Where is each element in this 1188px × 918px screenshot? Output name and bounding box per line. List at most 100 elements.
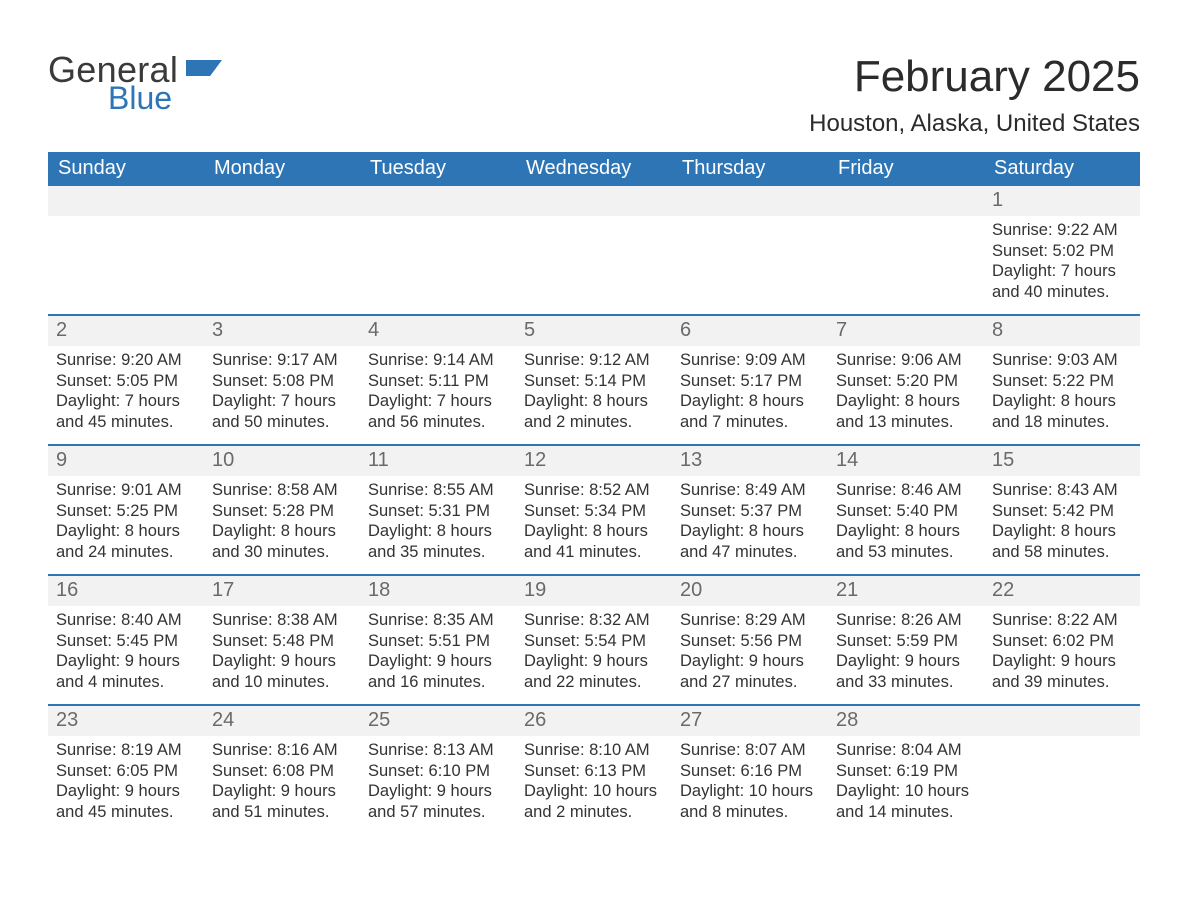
day-number	[360, 186, 516, 216]
day-details: Sunrise: 9:22 AMSunset: 5:02 PMDaylight:…	[992, 220, 1132, 303]
day-cell: 22Sunrise: 8:22 AMSunset: 6:02 PMDayligh…	[984, 576, 1140, 704]
sunset-line: Sunset: 5:08 PM	[212, 371, 352, 392]
weekday-cell: Sunday	[48, 152, 204, 186]
daylight-line: Daylight: 7 hours and 56 minutes.	[368, 391, 508, 432]
day-number: 2	[48, 316, 204, 346]
daylight-line: Daylight: 8 hours and 58 minutes.	[992, 521, 1132, 562]
sunset-line: Sunset: 6:16 PM	[680, 761, 820, 782]
day-number: 15	[984, 446, 1140, 476]
daylight-line: Daylight: 9 hours and 4 minutes.	[56, 651, 196, 692]
month-title: February 2025	[809, 52, 1140, 102]
day-number	[516, 186, 672, 216]
sunrise-line: Sunrise: 8:32 AM	[524, 610, 664, 631]
day-details: Sunrise: 8:43 AMSunset: 5:42 PMDaylight:…	[992, 480, 1132, 563]
day-details: Sunrise: 8:35 AMSunset: 5:51 PMDaylight:…	[368, 610, 508, 693]
sunrise-line: Sunrise: 8:55 AM	[368, 480, 508, 501]
title-block: February 2025 Houston, Alaska, United St…	[809, 52, 1140, 138]
day-number: 22	[984, 576, 1140, 606]
day-cell: 21Sunrise: 8:26 AMSunset: 5:59 PMDayligh…	[828, 576, 984, 704]
sunset-line: Sunset: 5:20 PM	[836, 371, 976, 392]
day-cell: 10Sunrise: 8:58 AMSunset: 5:28 PMDayligh…	[204, 446, 360, 574]
sunset-line: Sunset: 5:51 PM	[368, 631, 508, 652]
day-cell: 6 Sunrise: 9:09 AMSunset: 5:17 PMDaylight…	[672, 316, 828, 444]
day-number: 6	[672, 316, 828, 346]
sunset-line: Sunset: 5:17 PM	[680, 371, 820, 392]
sunset-line: Sunset: 6:05 PM	[56, 761, 196, 782]
day-details: Sunrise: 8:16 AMSunset: 6:08 PMDaylight:…	[212, 740, 352, 823]
day-number: 11	[360, 446, 516, 476]
week-row: 23Sunrise: 8:19 AMSunset: 6:05 PMDayligh…	[48, 704, 1140, 834]
weekday-row: SundayMondayTuesdayWednesdayThursdayFrid…	[48, 152, 1140, 186]
sunset-line: Sunset: 5:42 PM	[992, 501, 1132, 522]
daylight-line: Daylight: 9 hours and 10 minutes.	[212, 651, 352, 692]
weekday-cell: Tuesday	[360, 152, 516, 186]
weekday-cell: Wednesday	[516, 152, 672, 186]
sunrise-line: Sunrise: 8:40 AM	[56, 610, 196, 631]
daylight-line: Daylight: 9 hours and 16 minutes.	[368, 651, 508, 692]
daylight-line: Daylight: 9 hours and 22 minutes.	[524, 651, 664, 692]
weekday-cell: Friday	[828, 152, 984, 186]
day-cell: 9 Sunrise: 9:01 AMSunset: 5:25 PMDaylight…	[48, 446, 204, 574]
daylight-line: Daylight: 8 hours and 2 minutes.	[524, 391, 664, 432]
sunset-line: Sunset: 5:02 PM	[992, 241, 1132, 262]
week-row: 16Sunrise: 8:40 AMSunset: 5:45 PMDayligh…	[48, 574, 1140, 704]
daylight-line: Daylight: 8 hours and 24 minutes.	[56, 521, 196, 562]
day-details: Sunrise: 8:49 AMSunset: 5:37 PMDaylight:…	[680, 480, 820, 563]
day-cell: 19Sunrise: 8:32 AMSunset: 5:54 PMDayligh…	[516, 576, 672, 704]
sunrise-line: Sunrise: 9:01 AM	[56, 480, 196, 501]
sunset-line: Sunset: 5:34 PM	[524, 501, 664, 522]
day-cell: 5Sunrise: 9:12 AMSunset: 5:14 PMDaylight…	[516, 316, 672, 444]
day-number	[204, 186, 360, 216]
sunset-line: Sunset: 6:08 PM	[212, 761, 352, 782]
day-number: 10	[204, 446, 360, 476]
sunrise-line: Sunrise: 9:03 AM	[992, 350, 1132, 371]
sunrise-line: Sunrise: 8:16 AM	[212, 740, 352, 761]
sunrise-line: Sunrise: 8:49 AM	[680, 480, 820, 501]
day-number: 8	[984, 316, 1140, 346]
sunrise-line: Sunrise: 9:14 AM	[368, 350, 508, 371]
sunset-line: Sunset: 5:11 PM	[368, 371, 508, 392]
sunrise-line: Sunrise: 8:19 AM	[56, 740, 196, 761]
location-subtitle: Houston, Alaska, United States	[809, 110, 1140, 138]
sunrise-line: Sunrise: 8:29 AM	[680, 610, 820, 631]
day-number: 16	[48, 576, 204, 606]
day-number: 14	[828, 446, 984, 476]
sunset-line: Sunset: 5:22 PM	[992, 371, 1132, 392]
day-cell: 12Sunrise: 8:52 AMSunset: 5:34 PMDayligh…	[516, 446, 672, 574]
day-cell: 27Sunrise: 8:07 AMSunset: 6:16 PMDayligh…	[672, 706, 828, 834]
day-details: Sunrise: 8:52 AMSunset: 5:34 PMDaylight:…	[524, 480, 664, 563]
sunset-line: Sunset: 5:56 PM	[680, 631, 820, 652]
day-details: Sunrise: 9:06 AMSunset: 5:20 PMDaylight:…	[836, 350, 976, 433]
daylight-line: Daylight: 9 hours and 57 minutes.	[368, 781, 508, 822]
flag-icon	[184, 58, 224, 82]
day-details: Sunrise: 9:09 AMSunset: 5:17 PMDaylight:…	[680, 350, 820, 433]
weekday-cell: Thursday	[672, 152, 828, 186]
day-number: 4	[360, 316, 516, 346]
week-row: 1Sunrise: 9:22 AMSunset: 5:02 PMDaylight…	[48, 186, 1140, 314]
daylight-line: Daylight: 8 hours and 47 minutes.	[680, 521, 820, 562]
sunrise-line: Sunrise: 8:35 AM	[368, 610, 508, 631]
sunset-line: Sunset: 5:28 PM	[212, 501, 352, 522]
day-details: Sunrise: 9:20 AMSunset: 5:05 PMDaylight:…	[56, 350, 196, 433]
sunset-line: Sunset: 5:14 PM	[524, 371, 664, 392]
day-cell: 13Sunrise: 8:49 AMSunset: 5:37 PMDayligh…	[672, 446, 828, 574]
day-cell: 1Sunrise: 9:22 AMSunset: 5:02 PMDaylight…	[984, 186, 1140, 314]
day-details: Sunrise: 8:07 AMSunset: 6:16 PMDaylight:…	[680, 740, 820, 823]
daylight-line: Daylight: 10 hours and 2 minutes.	[524, 781, 664, 822]
sunrise-line: Sunrise: 9:20 AM	[56, 350, 196, 371]
day-cell: 25Sunrise: 8:13 AMSunset: 6:10 PMDayligh…	[360, 706, 516, 834]
day-cell: 16Sunrise: 8:40 AMSunset: 5:45 PMDayligh…	[48, 576, 204, 704]
weekday-cell: Saturday	[984, 152, 1140, 186]
sunrise-line: Sunrise: 9:17 AM	[212, 350, 352, 371]
day-details: Sunrise: 9:12 AMSunset: 5:14 PMDaylight:…	[524, 350, 664, 433]
day-details: Sunrise: 8:13 AMSunset: 6:10 PMDaylight:…	[368, 740, 508, 823]
day-details: Sunrise: 8:19 AMSunset: 6:05 PMDaylight:…	[56, 740, 196, 823]
sunset-line: Sunset: 6:10 PM	[368, 761, 508, 782]
day-number: 9	[48, 446, 204, 476]
day-details: Sunrise: 8:55 AMSunset: 5:31 PMDaylight:…	[368, 480, 508, 563]
day-cell	[48, 186, 204, 314]
day-cell: 26Sunrise: 8:10 AMSunset: 6:13 PMDayligh…	[516, 706, 672, 834]
sunset-line: Sunset: 5:25 PM	[56, 501, 196, 522]
daylight-line: Daylight: 8 hours and 13 minutes.	[836, 391, 976, 432]
sunrise-line: Sunrise: 8:52 AM	[524, 480, 664, 501]
